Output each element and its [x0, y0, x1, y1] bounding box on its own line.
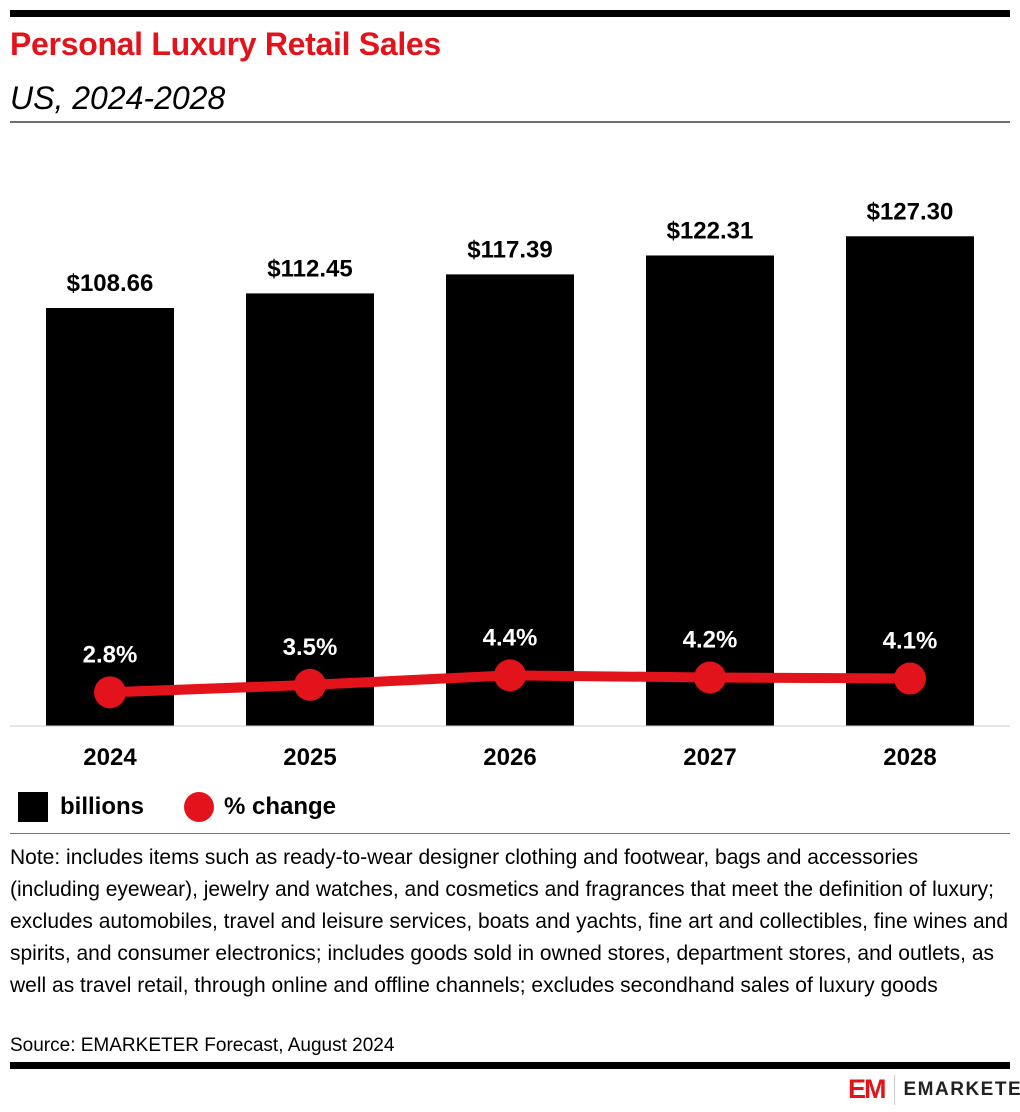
- pct-change-label: 3.5%: [283, 634, 338, 661]
- bar-value-label: $122.31: [667, 217, 754, 244]
- legend-divider: [10, 833, 1010, 834]
- bar-2024: [46, 307, 174, 726]
- x-tick-label: 2024: [83, 744, 137, 771]
- bar-2028: [846, 236, 974, 726]
- pct-change-marker: [894, 662, 926, 695]
- chart-subtitle: US, 2024-2028: [10, 80, 226, 116]
- bar-value-label: $127.30: [867, 198, 954, 225]
- x-tick-label: 2028: [883, 744, 936, 771]
- pct-change-label: 4.2%: [683, 626, 738, 653]
- chart-title: Personal Luxury Retail Sales: [10, 26, 441, 62]
- bar-value-label: $112.45: [267, 255, 352, 282]
- bar-value-label: $117.39: [467, 236, 552, 263]
- chart-source: Source: EMARKETER Forecast, August 2024: [10, 1035, 395, 1056]
- pct-change-marker: [494, 659, 526, 692]
- chart-plot: $108.66 2024 $112.45 2025 $117.39 2026 $122.31…: [10, 198, 1010, 771]
- x-tick-label: 2025: [283, 744, 336, 771]
- emarketer-logo: EM EMARKETER: [848, 1074, 1020, 1105]
- logo-separator: [893, 1074, 895, 1105]
- pct-change-label: 4.1%: [883, 628, 938, 655]
- bar-value-label: $108.66: [67, 270, 154, 297]
- pct-change-marker: [294, 668, 326, 701]
- pct-change-label: 2.8%: [83, 641, 138, 668]
- legend-bar-label: billions: [60, 793, 144, 820]
- pct-change-label: 4.4%: [483, 624, 538, 651]
- title-divider: [10, 121, 1010, 123]
- pct-change-marker: [94, 676, 126, 709]
- legend-line-swatch: [184, 792, 214, 822]
- legend: billions % change: [18, 792, 336, 822]
- x-tick-label: 2027: [683, 744, 736, 771]
- legend-bar-swatch: [18, 792, 48, 822]
- logo-text: EMARKETER: [903, 1078, 1020, 1100]
- pct-change-marker: [694, 661, 726, 694]
- legend-line-label: % change: [224, 793, 337, 820]
- x-tick-label: 2026: [483, 744, 536, 771]
- logo-mark: EM: [848, 1074, 886, 1104]
- bottom-rule: [10, 1062, 1010, 1069]
- bar-2026: [446, 274, 574, 726]
- bar-2027: [646, 255, 774, 726]
- chart-note: Note: includes items such as ready-to-we…: [10, 846, 1009, 997]
- top-rule: [10, 10, 1010, 17]
- bar-2025: [246, 293, 374, 726]
